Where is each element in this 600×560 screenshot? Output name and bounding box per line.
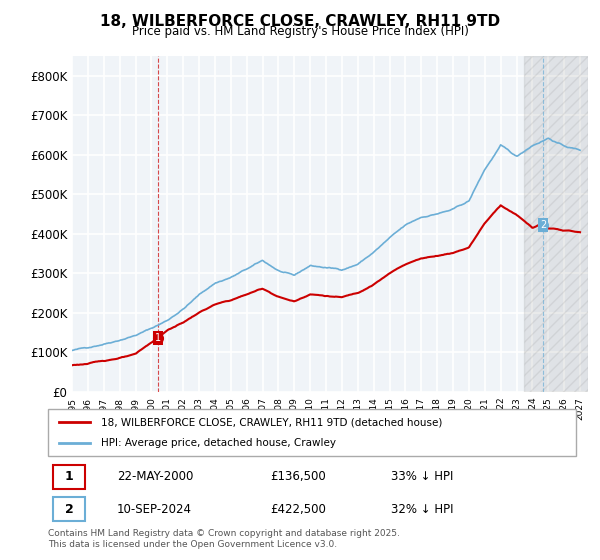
Text: Contains HM Land Registry data © Crown copyright and database right 2025.
This d: Contains HM Land Registry data © Crown c… [48, 529, 400, 549]
Text: 33% ↓ HPI: 33% ↓ HPI [391, 470, 454, 483]
Text: £136,500: £136,500 [270, 470, 326, 483]
Text: 2: 2 [540, 220, 547, 230]
Text: HPI: Average price, detached house, Crawley: HPI: Average price, detached house, Craw… [101, 438, 336, 448]
Text: 18, WILBERFORCE CLOSE, CRAWLEY, RH11 9TD: 18, WILBERFORCE CLOSE, CRAWLEY, RH11 9TD [100, 14, 500, 29]
Text: 10-SEP-2024: 10-SEP-2024 [116, 502, 191, 516]
FancyBboxPatch shape [53, 465, 85, 489]
Text: 1: 1 [155, 333, 161, 343]
FancyBboxPatch shape [53, 497, 85, 521]
Text: 32% ↓ HPI: 32% ↓ HPI [391, 502, 454, 516]
Text: 2: 2 [65, 502, 73, 516]
Text: 18, WILBERFORCE CLOSE, CRAWLEY, RH11 9TD (detached house): 18, WILBERFORCE CLOSE, CRAWLEY, RH11 9TD… [101, 417, 442, 427]
Text: 1: 1 [65, 470, 73, 483]
Text: 22-MAY-2000: 22-MAY-2000 [116, 470, 193, 483]
Text: £422,500: £422,500 [270, 502, 326, 516]
FancyBboxPatch shape [48, 409, 576, 456]
Text: Price paid vs. HM Land Registry's House Price Index (HPI): Price paid vs. HM Land Registry's House … [131, 25, 469, 38]
